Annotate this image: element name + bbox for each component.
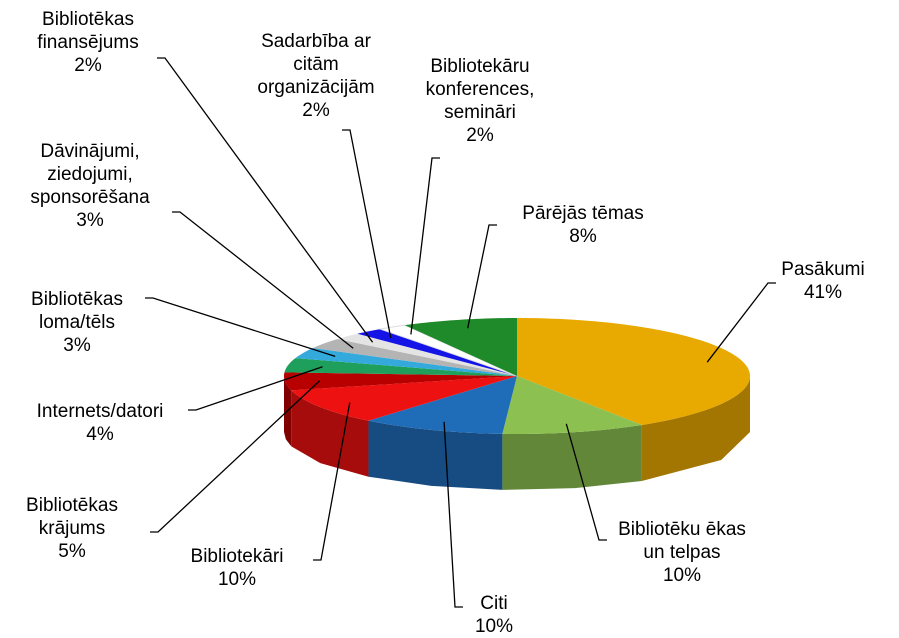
slice (357, 329, 517, 376)
slice-name: Sadarbība ar citām organizācijām (257, 31, 375, 98)
slice-label: Dāvinājumi, ziedojumi, sponsorēšana 3% (30, 140, 149, 232)
slice-value: 3% (63, 335, 91, 356)
slice (378, 324, 518, 377)
slice-name: Dāvinājumi, ziedojumi, sponsorēšana (30, 141, 150, 208)
pie-sides (284, 376, 750, 490)
slice-value: 2% (74, 55, 102, 76)
slice-name: Pasākumi (781, 259, 865, 280)
slice-value: 2% (466, 125, 494, 146)
slice-value: 10% (217, 569, 257, 590)
slice (337, 333, 517, 376)
slice-value: 4% (86, 424, 114, 445)
slice-value: 3% (76, 210, 104, 231)
leader-line (172, 211, 354, 349)
slice (404, 318, 517, 376)
chart: Pasākumi 41% Bibliotēku ēkas un telpas 10% C… (26, 8, 865, 637)
leader-line (313, 402, 351, 561)
slice-side (641, 376, 750, 481)
leader-line (342, 129, 392, 339)
slice-label: Bibliotekāri 10% (191, 545, 284, 591)
slice-name: Citi (480, 593, 508, 614)
leader-line (706, 282, 776, 363)
slice (368, 376, 517, 434)
leader-line (565, 423, 607, 541)
slice-label: Bibliotēkas loma/tēls 3% (31, 288, 123, 357)
slice-label: Internets/datori 4% (37, 400, 164, 446)
slice-name: Bibliotēkas loma/tēls (31, 289, 123, 333)
leader-line (188, 366, 323, 411)
slice-side (368, 420, 503, 490)
slice-label: Pārējās tēmas 8% (522, 202, 643, 248)
slice-name: Internets/datori (36, 401, 164, 422)
slice-label: Pasākumi 41% (781, 258, 864, 304)
slice-value: 5% (58, 541, 86, 562)
slice-label: Sadarbība ar citām organizācijām 2% (257, 30, 374, 122)
slice-label: Citi 10% (475, 592, 513, 638)
slice-name: Bibliotēkas krājums (26, 495, 118, 539)
slice-name: Bibliotēkas finansējums (37, 9, 139, 53)
pie-area (145, 57, 776, 608)
slice-value: 10% (662, 565, 702, 586)
slice-label: Bibliotēkas krājums 5% (26, 494, 118, 563)
slice (291, 376, 517, 421)
slice-value: 8% (569, 226, 597, 247)
slice-name: Bibliotēku ēkas un telpas (618, 519, 746, 563)
slice-label: Bibliotekāru konferences, semināri 2% (426, 55, 535, 147)
slice-side (291, 390, 369, 477)
slice-value: 41% (803, 282, 843, 303)
slice (502, 376, 642, 434)
leader-line (410, 157, 440, 335)
slice (517, 318, 750, 425)
leader-line (467, 224, 497, 329)
slice-label: Bibliotēku ēkas un telpas 10% (618, 518, 746, 587)
leader-line (145, 297, 336, 358)
slice-name: Pārējās tēmas (522, 203, 644, 224)
slice-value: 10% (474, 616, 514, 637)
leader-line (150, 380, 321, 533)
slice (284, 358, 517, 376)
slice-label: Bibliotēkas finansējums 2% (37, 8, 138, 77)
pie-tops (284, 318, 750, 434)
slice-name: Bibliotekāri (190, 546, 284, 567)
slice (284, 372, 517, 391)
slice-name: Bibliotekāru konferences, semināri (425, 56, 535, 123)
slice-value: 2% (302, 100, 330, 121)
slice (295, 348, 517, 376)
leader-line (443, 421, 463, 608)
leader-line (157, 57, 374, 343)
slice-side (502, 424, 642, 490)
slice (312, 339, 517, 376)
